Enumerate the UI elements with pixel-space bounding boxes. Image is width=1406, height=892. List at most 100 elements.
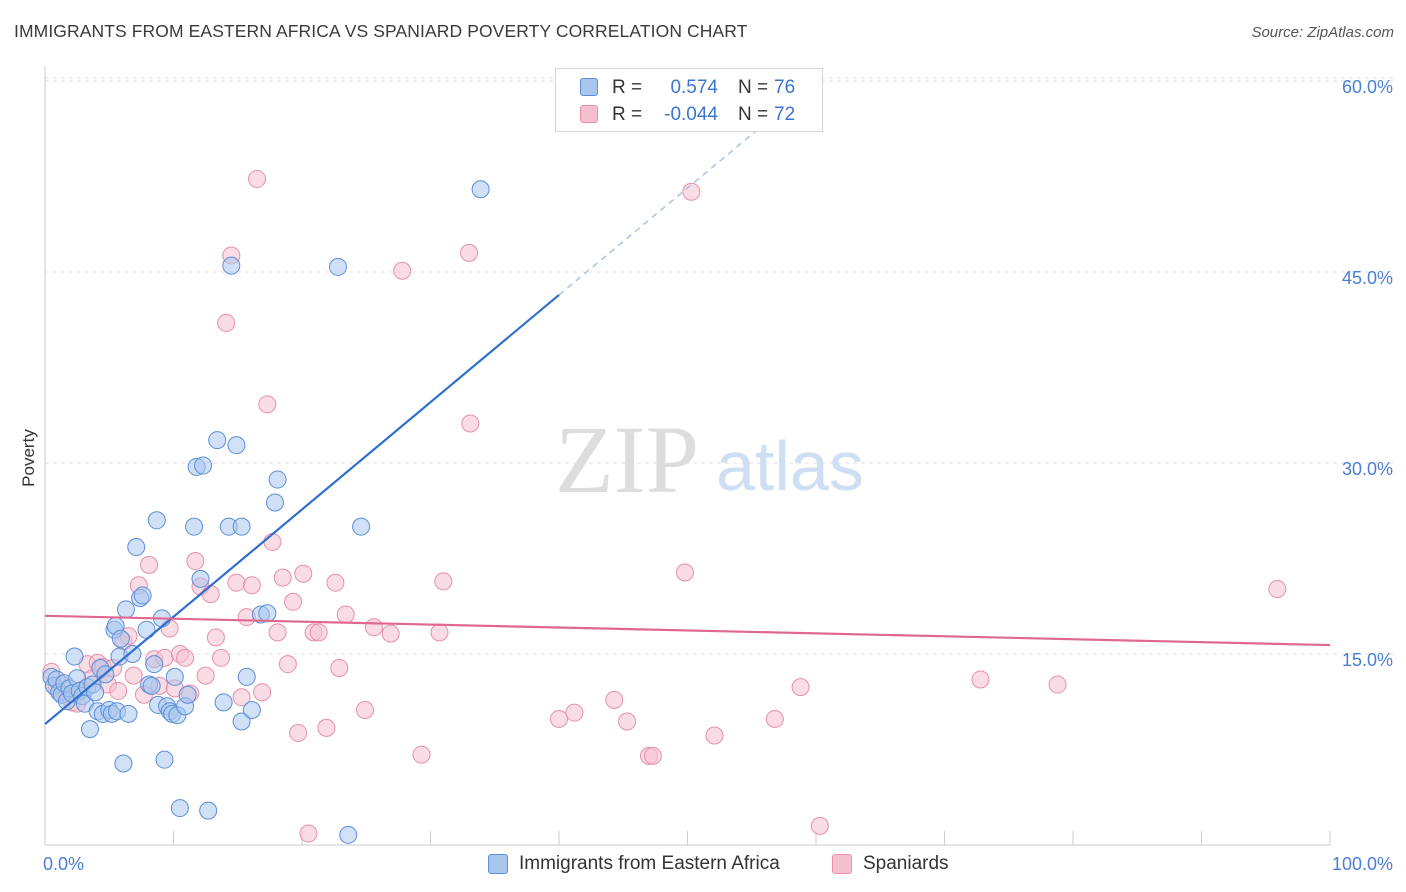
data-point-spaniards: [393, 261, 412, 280]
data-point-spaniards: [258, 395, 277, 414]
data-point-spaniards: [186, 552, 205, 571]
y-tick-label: 45.0%: [1342, 268, 1393, 288]
data-point-spaniards: [294, 564, 313, 583]
data-point-spaniards: [550, 709, 568, 728]
data-point-eastern-africa: [222, 256, 241, 275]
data-point-eastern-africa: [232, 712, 251, 731]
data-point-spaniards: [765, 709, 784, 728]
trend-lines: [44, 80, 1331, 725]
data-point-spaniards: [1268, 580, 1287, 599]
series-eastern-africa-points: [42, 180, 490, 844]
data-point-spaniards: [675, 563, 694, 582]
watermark: ZIP atlas: [555, 406, 864, 513]
data-point-eastern-africa: [155, 750, 174, 769]
data-point-spaniards: [618, 712, 637, 731]
tick-labels: 15.0% 30.0% 45.0% 60.0% 0.0% 100.0%: [43, 77, 1393, 874]
y-tick-label: 30.0%: [1342, 459, 1393, 479]
source-credit: Source: ZipAtlas.com: [1251, 24, 1394, 41]
trend-line-spaniards: [44, 614, 1331, 647]
data-point-eastern-africa: [199, 801, 218, 820]
data-point-spaniards: [364, 618, 383, 637]
data-point-spaniards: [217, 313, 236, 332]
legend-swatch-pink: [580, 105, 598, 123]
data-point-spaniards: [299, 824, 318, 843]
data-point-eastern-africa: [237, 667, 256, 686]
data-point-spaniards: [206, 628, 225, 647]
data-point-spaniards: [140, 555, 159, 574]
bottom-legend-label: Immigrants from Eastern Africa: [519, 853, 780, 874]
data-point-eastern-africa: [268, 470, 287, 489]
correlation-legend: R = 0.574 N = 76 R = -0.044 N = 72: [555, 68, 823, 132]
data-point-spaniards: [176, 648, 195, 667]
data-point-eastern-africa: [119, 704, 138, 723]
data-point-eastern-africa: [145, 655, 164, 674]
data-point-spaniards: [1048, 675, 1067, 694]
data-point-eastern-africa: [142, 676, 161, 695]
data-point-spaniards: [124, 666, 143, 685]
legend-r-label: R =: [612, 77, 643, 98]
data-point-spaniards: [971, 670, 990, 689]
data-point-eastern-africa: [185, 517, 204, 536]
data-point-spaniards: [643, 746, 662, 765]
x-tick-label: 0.0%: [43, 854, 84, 874]
legend-row-spaniards: R = -0.044 N = 72: [556, 101, 822, 127]
legend-n-value: 76: [774, 77, 796, 98]
legend-r-value: 0.574: [670, 77, 718, 98]
legend-row-eastern-africa: R = 0.574 N = 76: [556, 74, 822, 100]
trend-line-eastern-africa: [44, 294, 560, 725]
legend-n-label: N =: [738, 77, 769, 98]
chart-title: IMMIGRANTS FROM EASTERN AFRICA VS SPANIA…: [14, 21, 748, 41]
data-point-eastern-africa: [339, 825, 358, 844]
data-point-eastern-africa: [471, 180, 490, 199]
data-point-eastern-africa: [86, 683, 105, 702]
data-point-eastern-africa: [114, 754, 133, 773]
watermark-zip: ZIP: [555, 406, 699, 513]
data-point-spaniards: [109, 681, 128, 700]
bottom-legend-swatch-pink: [832, 854, 852, 874]
data-point-spaniards: [232, 688, 251, 707]
data-point-spaniards: [227, 573, 246, 592]
data-point-spaniards: [412, 745, 431, 764]
y-axis-label: Poverty: [19, 429, 38, 487]
data-point-eastern-africa: [111, 629, 130, 648]
data-point-eastern-africa: [232, 517, 251, 536]
data-point-eastern-africa: [191, 569, 210, 588]
data-point-eastern-africa: [137, 620, 156, 639]
data-point-eastern-africa: [80, 720, 99, 739]
data-point-eastern-africa: [147, 511, 166, 530]
data-point-eastern-africa: [258, 604, 277, 623]
data-point-spaniards: [682, 182, 701, 201]
data-point-spaniards: [791, 678, 810, 697]
data-point-spaniards: [242, 576, 261, 595]
legend-r-value: -0.044: [664, 104, 718, 125]
data-point-spaniards: [330, 659, 349, 678]
bottom-legend-swatch-blue: [488, 854, 508, 874]
data-point-spaniards: [278, 655, 297, 674]
data-point-spaniards: [263, 532, 282, 551]
y-tick-label: 15.0%: [1342, 650, 1393, 670]
data-point-spaniards: [355, 701, 374, 720]
data-point-eastern-africa: [194, 456, 213, 475]
data-point-spaniards: [248, 170, 267, 189]
data-point-eastern-africa: [328, 257, 347, 276]
legend-n-label: N =: [738, 104, 769, 125]
data-point-spaniards: [201, 585, 220, 604]
data-point-eastern-africa: [65, 647, 84, 666]
data-point-spaniards: [273, 568, 292, 587]
data-point-eastern-africa: [165, 667, 184, 686]
data-point-eastern-africa: [127, 538, 146, 557]
legend-swatch-blue: [580, 78, 598, 96]
legend-r-label: R =: [612, 104, 643, 125]
data-point-spaniards: [326, 573, 345, 592]
data-point-spaniards: [284, 592, 303, 611]
data-point-spaniards: [381, 624, 400, 643]
data-point-eastern-africa: [352, 517, 371, 536]
x-tick-label: 100.0%: [1332, 854, 1393, 874]
data-point-spaniards: [309, 623, 328, 642]
data-point-eastern-africa: [208, 431, 227, 450]
data-point-spaniards: [705, 726, 724, 745]
data-point-eastern-africa: [227, 436, 246, 455]
data-point-spaniards: [196, 666, 215, 685]
data-point-spaniards: [461, 414, 480, 433]
